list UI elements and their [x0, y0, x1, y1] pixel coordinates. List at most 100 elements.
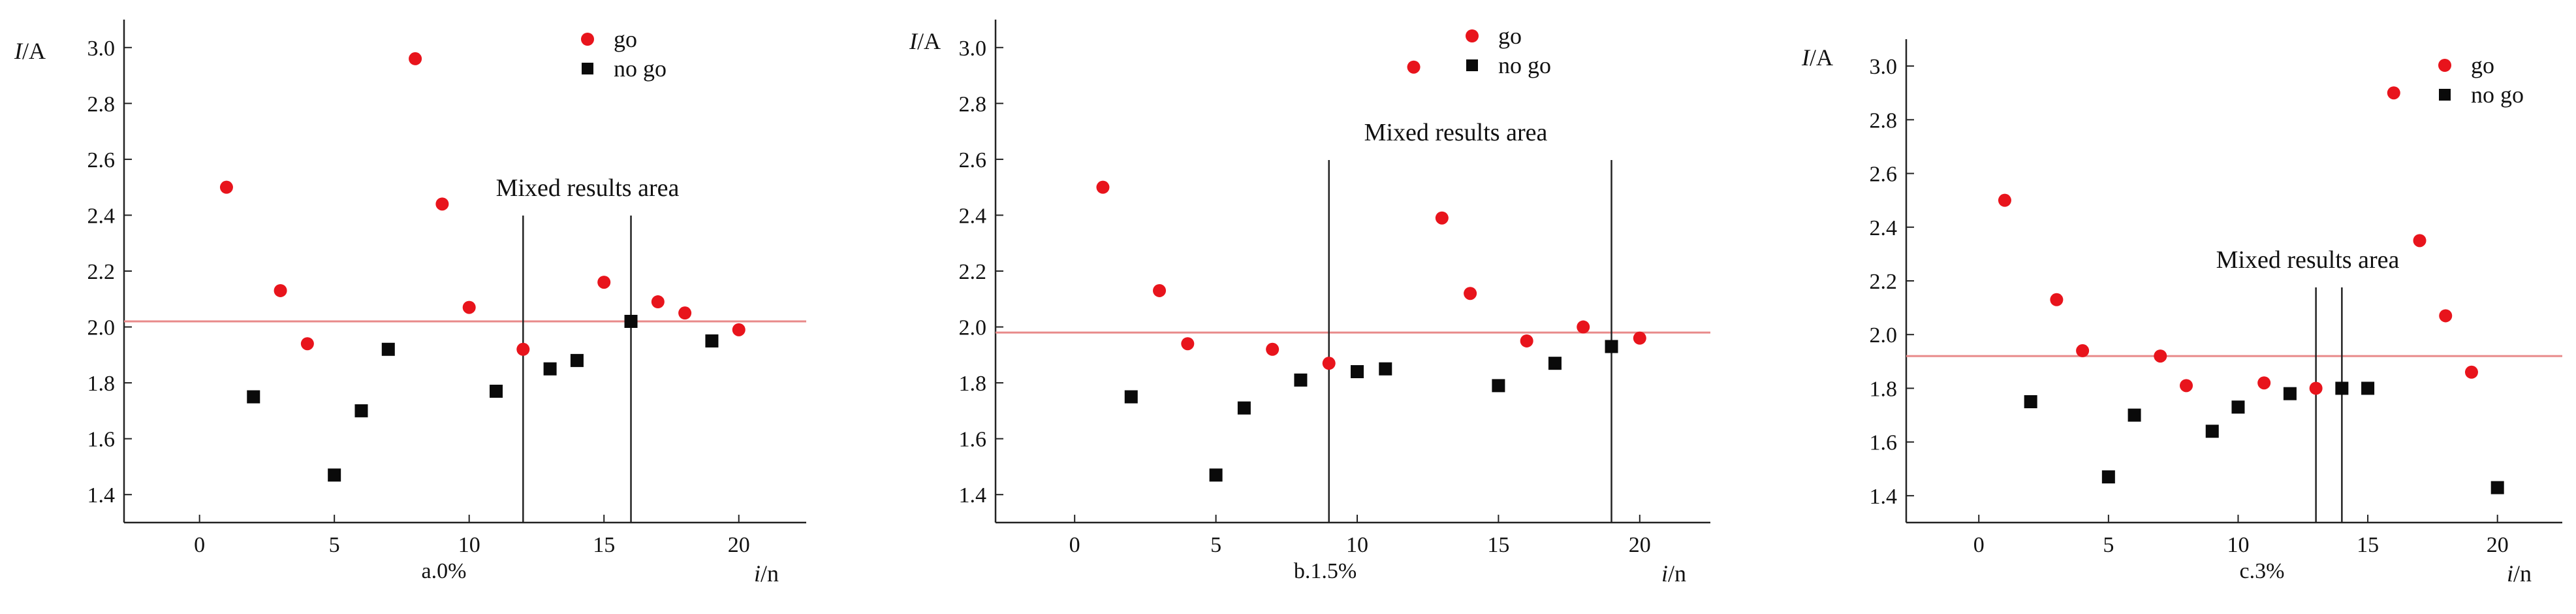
no-go-point — [2490, 481, 2504, 494]
no-go-point — [2335, 381, 2349, 395]
x-tick-label: 20 — [2487, 533, 2509, 557]
x-tick-label: 15 — [593, 533, 615, 557]
no-go-point — [2128, 408, 2141, 422]
y-tick-label: 2.4 — [87, 204, 116, 228]
x-tick-label: 15 — [1487, 533, 1509, 557]
legend-go-marker — [581, 33, 594, 46]
y-tick-label: 1.8 — [1870, 377, 1898, 401]
x-axis-label-unit: /n — [1668, 560, 1686, 587]
go-point — [678, 306, 692, 320]
x-tick-label: 20 — [1629, 533, 1651, 557]
go-point — [651, 295, 665, 309]
y-axis-label-unit: /A — [917, 28, 941, 54]
y-axis-label-symbol: I — [1801, 44, 1811, 71]
y-tick-label: 3.0 — [87, 37, 116, 61]
go-point — [1998, 193, 2011, 207]
y-tick-label: 2.6 — [87, 148, 116, 172]
legend-no-go-marker — [582, 63, 593, 74]
y-tick-label: 1.8 — [87, 372, 116, 396]
chart-panel-2: 1.41.61.82.02.22.42.62.83.00 5 10 15 20I/Ai/… — [909, 20, 1710, 587]
no-go-point — [2024, 395, 2037, 408]
x-axis-label: i/n — [2507, 560, 2532, 587]
legend-no-go-label: no go — [2471, 82, 2524, 108]
chart-panel-3: 1.41.61.82.02.22.42.62.83.00 5 10 15 20I/Ai/… — [1801, 39, 2562, 587]
legend: go no go — [581, 26, 667, 82]
y-axis-label-unit: /A — [22, 38, 46, 64]
go-point — [1464, 287, 1477, 300]
go-point — [1577, 320, 1590, 334]
go-point — [2413, 234, 2427, 248]
go-point — [1633, 331, 1646, 345]
x-tick-label: 0 — [1069, 533, 1080, 557]
x-tick-label: 15 — [2357, 533, 2379, 557]
y-tick-label: 3.0 — [959, 37, 987, 61]
y-axis-label-symbol: I — [909, 28, 919, 54]
go-point — [1520, 334, 1533, 347]
y-tick-label: 2.2 — [87, 260, 116, 284]
legend-go-label: go — [1498, 23, 1522, 49]
no-go-point — [247, 390, 260, 404]
go-point — [274, 283, 287, 297]
go-point — [516, 342, 530, 356]
no-go-point — [1350, 365, 1364, 378]
legend-no-go-label: no go — [614, 56, 667, 82]
legend: go no go — [2438, 52, 2524, 108]
go-point — [1407, 60, 1421, 74]
no-go-point — [1209, 468, 1223, 482]
x-tick-label: 10 — [1346, 533, 1368, 557]
go-point — [1435, 211, 1449, 225]
go-point — [2154, 349, 2167, 363]
y-tick-label: 2.6 — [959, 148, 987, 172]
y-tick-label: 1.4 — [959, 483, 987, 508]
go-point — [300, 337, 314, 351]
no-go-point — [2101, 470, 2115, 484]
go-point — [1153, 283, 1167, 297]
y-axis-label-unit: /A — [1810, 44, 1833, 71]
x-tick-label: 0 — [1973, 533, 1985, 557]
y-tick-label: 2.8 — [87, 92, 116, 116]
y-tick-label: 2.0 — [1870, 323, 1898, 347]
region-label: Mixed results area — [1364, 119, 1548, 146]
go-point — [462, 300, 476, 314]
no-go-point — [1124, 390, 1138, 404]
y-axis-label: I/A — [1801, 44, 1833, 71]
go-point — [219, 180, 233, 194]
go-point — [2050, 293, 2064, 306]
no-go-point — [624, 315, 638, 328]
go-point — [2180, 379, 2193, 393]
x-tick-label: 5 — [1210, 533, 1221, 557]
y-tick-label: 2.8 — [959, 92, 987, 116]
x-axis-label-symbol: i — [2507, 560, 2513, 587]
go-point — [732, 323, 746, 336]
no-go-point — [1294, 373, 1308, 387]
go-point — [435, 197, 449, 211]
no-go-point — [1605, 340, 1618, 353]
legend-go-label: go — [614, 26, 637, 52]
x-axis-label: i/n — [754, 560, 779, 587]
region-label: Mixed results area — [496, 174, 680, 202]
legend-go-label: go — [2471, 52, 2494, 78]
x-axis-label-symbol: i — [754, 560, 761, 587]
x-axis-label-symbol: i — [1661, 560, 1668, 587]
legend-go-marker — [1466, 29, 1479, 42]
y-tick-label: 2.2 — [1870, 270, 1898, 294]
no-go-point — [328, 468, 341, 482]
legend-no-go-marker — [1466, 59, 1478, 71]
go-point — [1266, 342, 1280, 356]
y-tick-label: 2.8 — [1870, 108, 1898, 133]
no-go-point — [1379, 362, 1392, 376]
no-go-point — [543, 362, 557, 376]
panel-label: a.0% — [422, 559, 467, 583]
y-tick-label: 2.0 — [959, 316, 987, 340]
go-point — [2387, 86, 2400, 100]
go-point — [2309, 381, 2323, 395]
x-tick-label: 5 — [329, 533, 340, 557]
go-point — [2464, 365, 2478, 379]
y-axis-label-symbol: I — [14, 38, 24, 64]
no-go-point — [2205, 425, 2219, 438]
y-tick-label: 1.6 — [959, 428, 987, 452]
x-tick-label: 5 — [2103, 533, 2114, 557]
y-tick-label: 2.0 — [87, 316, 116, 340]
